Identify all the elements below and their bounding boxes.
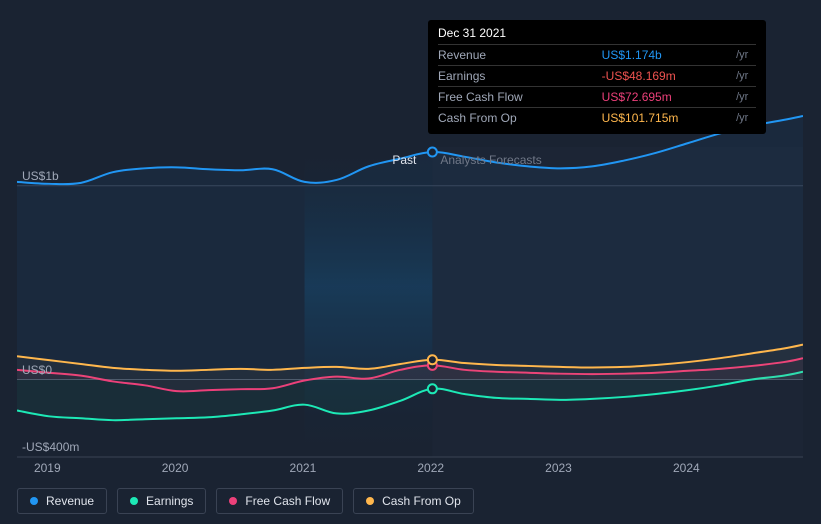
tooltip-metric-unit: /yr xyxy=(736,66,756,87)
past-region-label: Past xyxy=(392,153,416,167)
tooltip-metric-value: US$1.174b xyxy=(602,45,736,66)
legend-label: Earnings xyxy=(146,494,193,508)
tooltip-row: Earnings-US$48.169m/yr xyxy=(438,66,756,87)
tooltip-metric-value: -US$48.169m xyxy=(602,66,736,87)
x-axis-tick-label: 2020 xyxy=(162,461,189,475)
x-axis-tick-label: 2019 xyxy=(34,461,61,475)
tooltip-metric-unit: /yr xyxy=(736,87,756,108)
legend-label: Cash From Op xyxy=(382,494,461,508)
legend-dot-icon xyxy=(366,497,374,505)
tooltip-metric-value: US$101.715m xyxy=(602,108,736,129)
x-axis-tick-label: 2024 xyxy=(673,461,700,475)
tooltip-row: Free Cash FlowUS$72.695m/yr xyxy=(438,87,756,108)
legend-item-fcf[interactable]: Free Cash Flow xyxy=(216,488,343,514)
legend-item-revenue[interactable]: Revenue xyxy=(17,488,107,514)
tooltip-row: Cash From OpUS$101.715m/yr xyxy=(438,108,756,129)
tooltip-metric-label: Revenue xyxy=(438,45,602,66)
tooltip-metric-label: Earnings xyxy=(438,66,602,87)
legend-dot-icon xyxy=(229,497,237,505)
legend-label: Free Cash Flow xyxy=(245,494,330,508)
chart-legend: Revenue Earnings Free Cash Flow Cash From O… xyxy=(17,488,474,514)
y-axis-tick-label: -US$400m xyxy=(22,440,79,454)
tooltip-title: Dec 31 2021 xyxy=(438,26,756,44)
legend-item-cfo[interactable]: Cash From Op xyxy=(353,488,474,514)
chart-tooltip: Dec 31 2021 RevenueUS$1.174b/yrEarnings-… xyxy=(428,20,766,134)
x-axis-tick-label: 2021 xyxy=(290,461,317,475)
tooltip-metric-unit: /yr xyxy=(736,45,756,66)
legend-item-earnings[interactable]: Earnings xyxy=(117,488,206,514)
tooltip-table: RevenueUS$1.174b/yrEarnings-US$48.169m/y… xyxy=(438,44,756,128)
tooltip-metric-label: Cash From Op xyxy=(438,108,602,129)
financial-chart[interactable]: Past Analysts Forecasts Dec 31 2021 Reve… xyxy=(17,17,803,507)
tooltip-metric-unit: /yr xyxy=(736,108,756,129)
y-axis-tick-label: US$1b xyxy=(22,169,59,183)
y-axis-tick-label: US$0 xyxy=(22,363,52,377)
legend-label: Revenue xyxy=(46,494,94,508)
legend-dot-icon xyxy=(30,497,38,505)
x-axis-tick-label: 2022 xyxy=(417,461,444,475)
forecast-region-label: Analysts Forecasts xyxy=(440,153,541,167)
tooltip-metric-value: US$72.695m xyxy=(602,87,736,108)
legend-dot-icon xyxy=(130,497,138,505)
tooltip-row: RevenueUS$1.174b/yr xyxy=(438,45,756,66)
x-axis-tick-label: 2023 xyxy=(545,461,572,475)
tooltip-metric-label: Free Cash Flow xyxy=(438,87,602,108)
